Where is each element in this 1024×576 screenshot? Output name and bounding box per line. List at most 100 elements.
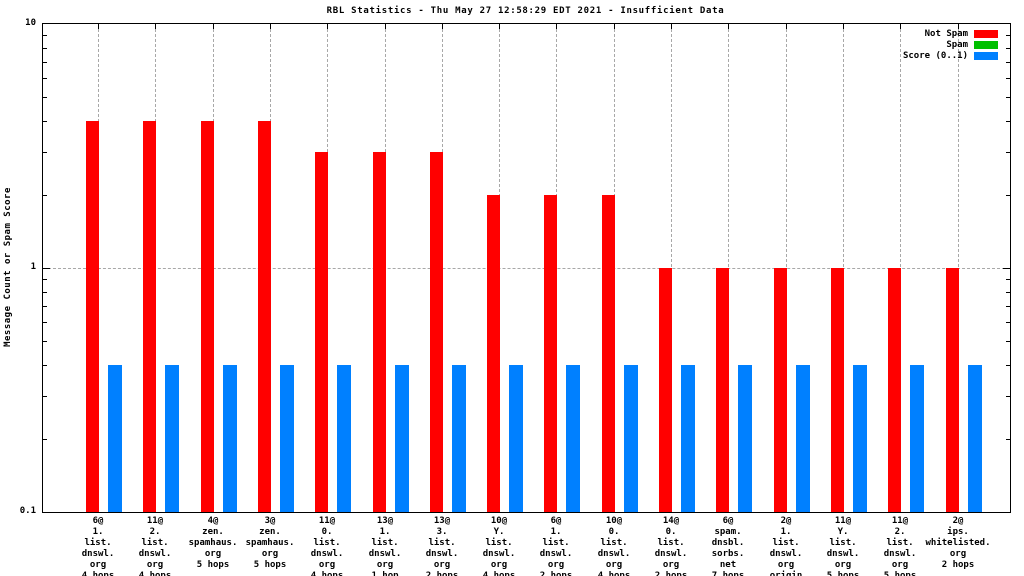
y-major-tick-right: [1003, 268, 1010, 269]
y-minor-tick-right: [1006, 322, 1010, 323]
x-category-label-line: 13@: [376, 516, 394, 526]
x-category-label-line: 0.: [321, 527, 333, 537]
x-tick-top: [155, 24, 156, 29]
y-minor-tick-left: [43, 48, 47, 49]
x-category-label: 11@ Y. list. dnswl. org 5 hops: [783, 516, 903, 576]
x-category-label-line: list.: [886, 538, 914, 548]
y-tick-label-10: 10: [25, 18, 36, 28]
x-category-label-line: org: [605, 560, 623, 570]
x-category-label-line: list.: [84, 538, 112, 548]
x-category-label-line: dnswl.: [310, 549, 344, 559]
x-category-label-line: dnswl.: [539, 549, 573, 559]
x-category-label-line: 4 hops: [138, 571, 172, 576]
y-minor-tick-right: [1006, 35, 1010, 36]
x-category-label-line: list.: [542, 538, 570, 548]
bar-score-0-1-: [566, 365, 580, 512]
bar-not-spam: [888, 268, 901, 512]
bar-score-0-1-: [165, 365, 179, 512]
x-category-label-line: list.: [313, 538, 341, 548]
x-category-label-line: org: [433, 560, 451, 570]
y-minor-tick-right: [1006, 396, 1010, 397]
x-category-label-line: 11@: [146, 516, 164, 526]
x-category-label-line: org: [777, 560, 795, 570]
x-tick-top: [98, 24, 99, 29]
x-tick-top: [499, 24, 500, 29]
x-category-label-line: Y.: [493, 527, 505, 537]
x-tick-top: [900, 24, 901, 29]
x-category-label-line: org: [949, 549, 967, 559]
bar-score-0-1-: [337, 365, 351, 512]
y-minor-tick-right: [1006, 152, 1010, 153]
y-minor-tick-right: [1006, 62, 1010, 63]
bar-score-0-1-: [853, 365, 867, 512]
x-category-label-line: 6@: [722, 516, 734, 526]
bar-score-0-1-: [452, 365, 466, 512]
not-spam-color-swatch: [974, 29, 998, 38]
x-category-label-line: dnswl.: [654, 549, 688, 559]
x-category-label-line: 2@: [780, 516, 792, 526]
x-category-label-line: 2.: [149, 527, 161, 537]
legend-label: Score (0..1): [902, 50, 968, 61]
y-minor-tick-left: [43, 365, 47, 366]
x-category-label-line: list.: [371, 538, 399, 548]
y-minor-tick-right: [1006, 365, 1010, 366]
x-category-label-line: 11@: [834, 516, 852, 526]
x-category-label-line: net: [719, 560, 737, 570]
score-color-swatch: [974, 51, 998, 60]
y-major-tick-left: [43, 268, 50, 269]
x-category-label-line: dnswl.: [769, 549, 803, 559]
x-category-label-line: org: [490, 560, 508, 570]
x-category-label-line: 4 hops: [597, 571, 631, 576]
x-category-label-line: dnswl.: [368, 549, 402, 559]
x-tick-top: [385, 24, 386, 29]
x-category-label-line: 1.: [550, 527, 562, 537]
y-minor-tick-left: [43, 97, 47, 98]
x-category-label-line: 5 hops: [196, 560, 230, 570]
x-category-label-line: 4 hops: [482, 571, 516, 576]
y-minor-tick-right: [1006, 121, 1010, 122]
bar-not-spam: [659, 268, 672, 512]
x-category-label-line: org: [146, 560, 164, 570]
bar-not-spam: [258, 121, 271, 512]
x-tick-top: [213, 24, 214, 29]
y-minor-tick-left: [43, 35, 47, 36]
x-category-label-line: whitelisted.: [925, 538, 991, 548]
x-category-label-line: org: [204, 549, 222, 559]
x-category-label: 10@ Y. list. dnswl. org 4 hops: [439, 516, 559, 576]
y-minor-tick-left: [43, 62, 47, 63]
bar-not-spam: [86, 121, 99, 512]
bar-score-0-1-: [509, 365, 523, 512]
y-minor-tick-left: [43, 78, 47, 79]
x-category-label: 2@ 1. list. dnswl. org origin: [726, 516, 846, 576]
x-category-label-line: ips.: [947, 527, 969, 537]
legend-item-score: Score (0..1): [903, 50, 998, 61]
x-category-label: 2@ ips. whitelisted. org 2 hops: [898, 516, 1018, 571]
x-category-label-line: 4 hops: [310, 571, 344, 576]
x-tick-top: [958, 24, 959, 29]
y-minor-tick-right: [1006, 279, 1010, 280]
x-category-label-line: list.: [829, 538, 857, 548]
legend-item-not-spam: Not Spam: [903, 28, 998, 39]
x-category-label-line: 3.: [436, 527, 448, 537]
y-minor-tick-right: [1006, 48, 1010, 49]
x-category-label-line: dnswl.: [883, 549, 917, 559]
bar-not-spam: [716, 268, 729, 512]
bar-score-0-1-: [738, 365, 752, 512]
bar-not-spam: [430, 152, 443, 512]
x-category-label-line: org: [662, 560, 680, 570]
x-category-label-line: org: [261, 549, 279, 559]
x-category-label-line: zen.: [259, 527, 281, 537]
y-minor-tick-left: [43, 195, 47, 196]
x-category-label: 6@ spam. dnsbl. sorbs. net 7 hops: [668, 516, 788, 576]
x-category-label-line: 6@: [92, 516, 104, 526]
x-category-label-line: 0.: [665, 527, 677, 537]
y-minor-tick-left: [43, 322, 47, 323]
y-minor-tick-right: [1006, 341, 1010, 342]
legend-label: Spam: [946, 39, 968, 50]
bar-not-spam: [315, 152, 328, 512]
y-minor-tick-right: [1006, 195, 1010, 196]
bar-not-spam: [544, 195, 557, 512]
x-category-label-line: dnswl.: [425, 549, 459, 559]
x-category-label-line: 2 hops: [539, 571, 573, 576]
